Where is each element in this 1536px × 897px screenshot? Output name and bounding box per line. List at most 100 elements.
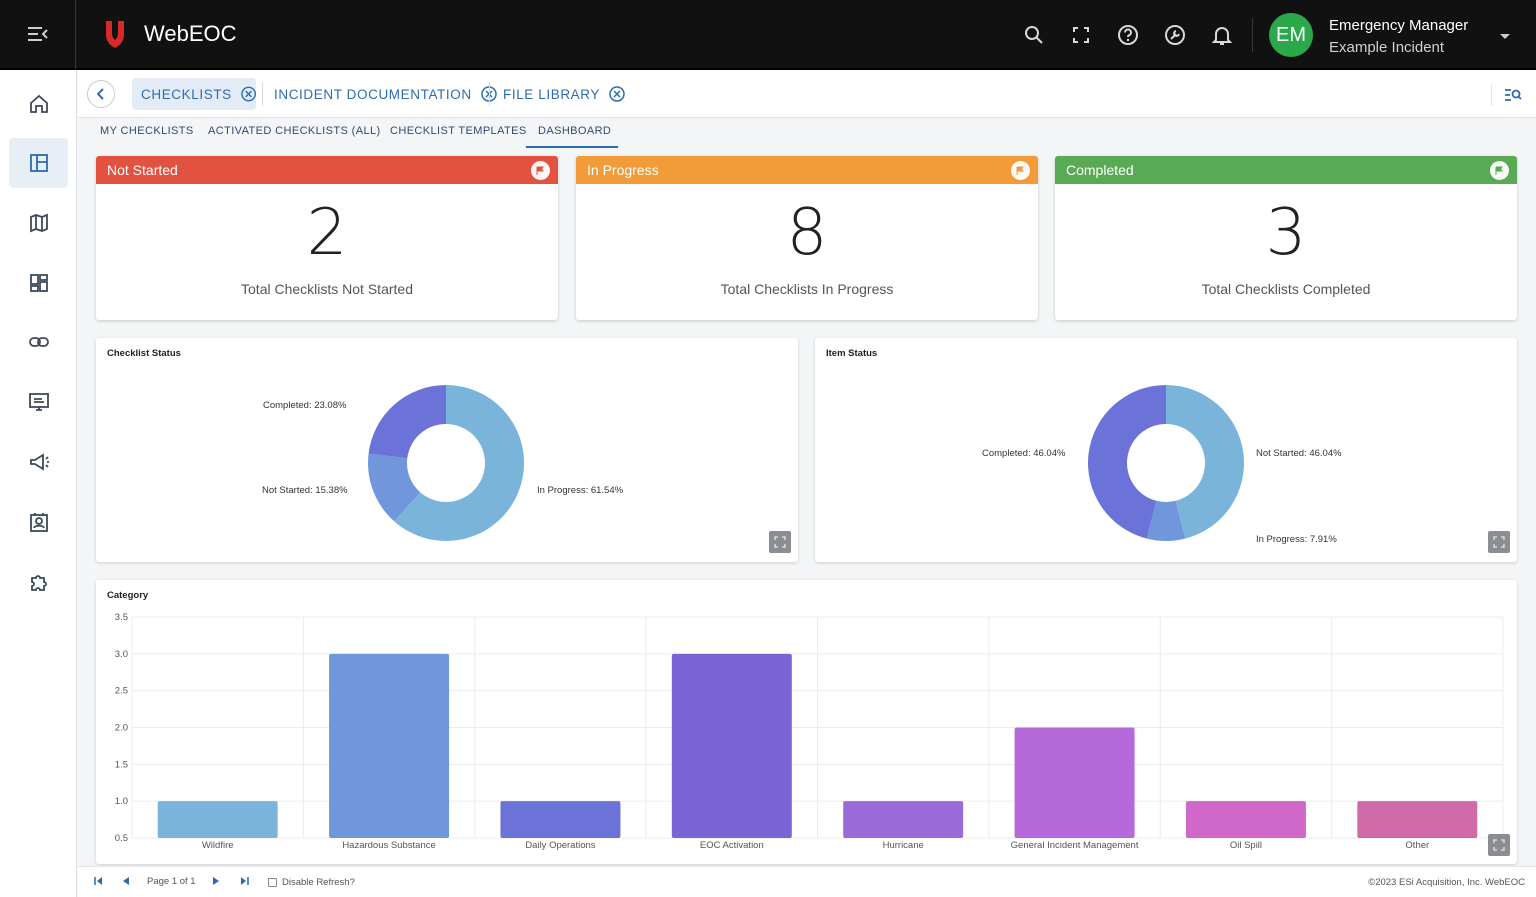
item-status-donut	[1088, 385, 1244, 541]
x-tick-label: Oil Spill	[1230, 840, 1262, 851]
avatar[interactable]: EM	[1269, 13, 1313, 57]
chart-title: Item Status	[826, 348, 878, 359]
expand-icon[interactable]	[1488, 834, 1510, 856]
home-icon[interactable]	[9, 79, 68, 129]
x-tick-label: Wildfire	[202, 840, 234, 851]
sub-navigation: MY CHECKLISTS ACTIVATED CHECKLISTS (ALL)…	[78, 118, 1536, 150]
expand-icon[interactable]	[1488, 531, 1510, 553]
active-subnav-indicator	[526, 146, 618, 148]
incident-name: Example Incident	[1329, 39, 1445, 56]
tab-file-library[interactable]: FILE LIBRARY	[503, 78, 625, 110]
stat-label: Total Checklists Completed	[1201, 281, 1371, 297]
megaphone-icon[interactable]	[9, 437, 68, 487]
map-icon[interactable]	[9, 198, 68, 248]
flag-icon	[1011, 161, 1030, 180]
x-tick-label: Other	[1405, 840, 1429, 851]
subnav-activated-checklists[interactable]: ACTIVATED CHECKLISTS (ALL)	[208, 125, 381, 137]
notifications-bell-icon[interactable]	[1198, 15, 1245, 55]
dashboard-layout-icon[interactable]	[9, 138, 68, 188]
pie-slice-in-progress[interactable]	[394, 385, 524, 541]
bar-hurricane[interactable]	[843, 801, 964, 838]
bar-general-incident-management[interactable]	[1014, 727, 1135, 839]
close-tab-icon[interactable]	[241, 86, 256, 102]
first-page-icon[interactable]	[94, 876, 103, 889]
search-list-icon[interactable]	[1491, 84, 1522, 106]
pie-slice-completed[interactable]	[1088, 385, 1166, 539]
close-tab-icon[interactable]	[609, 86, 625, 102]
pie-slice-not-started[interactable]	[368, 453, 421, 522]
plugin-puzzle-icon[interactable]	[9, 557, 68, 607]
webeoc-logo-icon	[106, 21, 124, 48]
y-tick-label: 3.5	[115, 612, 128, 623]
subnav-dashboard[interactable]: DASHBOARD	[538, 125, 612, 137]
tab-checklists[interactable]: CHECKLISTS	[132, 78, 256, 110]
left-rail	[0, 70, 77, 897]
bar-oil-spill[interactable]	[1185, 801, 1306, 838]
close-tab-icon[interactable]	[480, 86, 497, 102]
pie-slice-completed[interactable]	[368, 385, 446, 459]
y-tick-label: 2.0	[115, 723, 128, 734]
fullscreen-icon[interactable]	[1057, 15, 1104, 55]
search-icon[interactable]	[1010, 15, 1057, 55]
tab-label: CHECKLISTS	[141, 86, 232, 102]
divider	[262, 82, 263, 106]
back-button[interactable]	[87, 80, 115, 108]
brand[interactable]: WebEOC	[104, 19, 237, 49]
flag-icon	[531, 161, 550, 180]
disable-refresh-label: Disable Refresh?	[282, 877, 355, 888]
last-page-icon[interactable]	[240, 876, 249, 889]
app-name: WebEOC	[144, 21, 237, 46]
subnav-checklist-templates[interactable]: CHECKLIST TEMPLATES	[390, 125, 527, 137]
footer-pager: Page 1 of 1 Disable Refresh? ©2023 ESi A…	[78, 866, 1536, 897]
stat-card-title: Completed	[1066, 162, 1134, 178]
pie-slice-in-progress[interactable]	[1146, 500, 1186, 541]
x-tick-label: Daily Operations	[525, 840, 595, 851]
next-page-icon[interactable]	[212, 876, 221, 889]
y-tick-label: 3.0	[115, 649, 128, 660]
divider	[489, 82, 490, 106]
page-indicator: Page 1 of 1	[147, 876, 196, 887]
category-panel: Category 0.5 1.0 1.5 2.0 2.5 3.0 3.5 Wildfire Ha…	[96, 580, 1517, 864]
slice-label-not-started: Not Started: 46.04%	[1256, 448, 1342, 459]
stat-label: Total Checklists In Progress	[720, 281, 894, 297]
stat-card-header: Completed	[1055, 156, 1517, 184]
bar-other[interactable]	[1357, 801, 1478, 838]
copyright: ©2023 ESi Acquisition, Inc. WebEOC	[1368, 877, 1525, 888]
user-info[interactable]: Emergency Manager Example Incident	[1329, 15, 1468, 59]
link-icon[interactable]	[9, 317, 68, 367]
bar-wildfire[interactable]	[157, 801, 278, 838]
previous-page-icon[interactable]	[121, 876, 130, 889]
chevron-down-icon[interactable]	[1499, 28, 1511, 46]
slice-label-in-progress: In Progress: 61.54%	[537, 485, 624, 496]
tools-icon[interactable]	[1151, 15, 1198, 55]
y-tick-label: 0.5	[115, 833, 128, 844]
slice-label-in-progress: In Progress: 7.91%	[1256, 534, 1337, 545]
disable-refresh-checkbox[interactable]	[268, 878, 277, 887]
stat-card-in-progress: In Progress 8 Total Checklists In Progre…	[576, 156, 1038, 320]
pie-slice-not-started[interactable]	[1166, 385, 1244, 539]
bar-hazardous-substance[interactable]	[329, 653, 450, 838]
bar-eoc-activation[interactable]	[671, 653, 792, 838]
stat-card-title: Not Started	[107, 162, 178, 178]
expand-icon[interactable]	[769, 531, 791, 553]
help-icon[interactable]	[1104, 15, 1151, 55]
subnav-my-checklists[interactable]: MY CHECKLISTS	[100, 125, 194, 137]
x-tick-label: General Incident Management	[1011, 840, 1139, 851]
stat-value: 8	[786, 196, 828, 270]
checklist-status-donut	[368, 385, 524, 541]
stat-card-completed: Completed 3 Total Checklists Completed	[1055, 156, 1517, 320]
x-tick-label: Hurricane	[883, 840, 924, 851]
tab-incident-documentation[interactable]: INCIDENT DOCUMENTATION	[274, 78, 497, 110]
y-tick-label: 1.5	[115, 759, 128, 770]
chart-title: Category	[107, 590, 149, 601]
menu-collapse-icon[interactable]	[0, 0, 76, 69]
slice-label-completed: Completed: 46.04%	[982, 448, 1066, 459]
display-board-icon[interactable]	[9, 377, 68, 427]
contacts-icon[interactable]	[9, 497, 68, 547]
stat-card-not-started: Not Started 2 Total Checklists Not Start…	[96, 156, 558, 320]
tab-label: INCIDENT DOCUMENTATION	[274, 86, 472, 102]
slice-label-completed: Completed: 23.08%	[263, 400, 347, 411]
slice-label-not-started: Not Started: 15.38%	[262, 485, 348, 496]
bar-daily-operations[interactable]	[500, 801, 621, 838]
boards-icon[interactable]	[9, 258, 68, 308]
